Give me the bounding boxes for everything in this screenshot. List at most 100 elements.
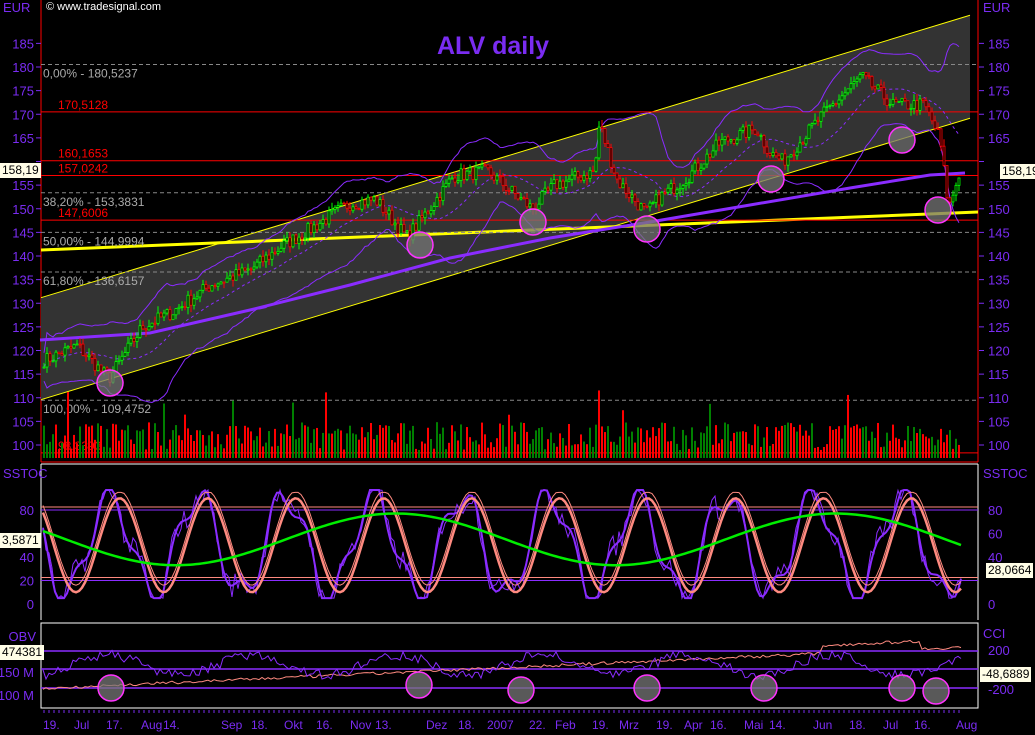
volume-bar bbox=[673, 426, 675, 458]
volume-bar bbox=[550, 432, 552, 458]
volume-bar bbox=[364, 437, 366, 458]
candle-body bbox=[75, 343, 79, 346]
candle-body bbox=[180, 305, 184, 308]
candle-body bbox=[522, 197, 526, 200]
candle-body bbox=[165, 309, 169, 314]
volume-bar bbox=[76, 443, 78, 458]
candle-body bbox=[585, 175, 589, 179]
candle-body bbox=[243, 267, 247, 271]
volume-bar bbox=[190, 435, 192, 458]
candle-body bbox=[723, 136, 727, 140]
candle-body bbox=[255, 261, 259, 268]
bollinger-upper bbox=[43, 43, 960, 353]
candle-body bbox=[759, 135, 763, 137]
volume-bar bbox=[844, 425, 846, 458]
price-tick-left: 120 bbox=[12, 344, 34, 359]
candle-body bbox=[210, 285, 214, 292]
volume-bar bbox=[805, 430, 807, 458]
x-tick-label: Aug bbox=[956, 718, 977, 732]
candle-body bbox=[282, 240, 286, 249]
candle-body bbox=[957, 177, 961, 186]
price-tick-right: 115 bbox=[988, 367, 1009, 382]
volume-bar bbox=[649, 437, 651, 458]
candle-body bbox=[195, 296, 199, 300]
candle-body bbox=[663, 191, 667, 194]
sstoc-tick-left: 0 bbox=[27, 597, 34, 612]
x-tick-label: 16. bbox=[316, 718, 333, 732]
volume-bar bbox=[388, 425, 390, 458]
candle-body bbox=[357, 208, 361, 211]
volume-bar bbox=[898, 438, 900, 458]
candle-body bbox=[174, 308, 178, 316]
candle-body bbox=[813, 119, 817, 125]
price-tick-right: 170 bbox=[988, 107, 1010, 122]
candle-body bbox=[471, 167, 475, 180]
volume-bar bbox=[541, 427, 543, 458]
volume-bar bbox=[637, 427, 639, 458]
candle-body bbox=[609, 147, 613, 168]
candle-body bbox=[222, 281, 226, 284]
volume-bar bbox=[829, 426, 831, 458]
candle-body bbox=[405, 230, 409, 233]
candle-body bbox=[843, 92, 847, 97]
candle-body bbox=[447, 178, 451, 184]
red-level-label: 160,1653 bbox=[58, 147, 108, 161]
candle-body bbox=[891, 98, 895, 105]
volume-bar bbox=[841, 438, 843, 458]
volume-bar bbox=[889, 440, 891, 458]
candle-body bbox=[933, 120, 937, 129]
volume-bar bbox=[415, 448, 417, 458]
candle-body bbox=[513, 185, 517, 194]
price-tick-right: 105 bbox=[988, 414, 1010, 429]
candle-body bbox=[531, 203, 535, 210]
obv-line bbox=[42, 639, 962, 690]
volume-bar bbox=[799, 424, 801, 458]
candle-body bbox=[861, 72, 865, 76]
candle-body bbox=[66, 345, 70, 349]
candle-body bbox=[591, 169, 595, 172]
volume-bar bbox=[586, 444, 588, 458]
volume-bar bbox=[253, 440, 255, 458]
candle-body bbox=[504, 185, 508, 191]
candle-body bbox=[429, 210, 433, 215]
volume-bar bbox=[535, 430, 537, 458]
sstoc-slow-line-2 bbox=[42, 491, 962, 586]
candle-body bbox=[219, 281, 223, 285]
x-tick-label: Jul bbox=[74, 718, 89, 732]
volume-bar bbox=[736, 431, 738, 458]
candle-body bbox=[588, 169, 592, 179]
volume-bar bbox=[808, 435, 810, 458]
x-tick-label: Okt bbox=[284, 718, 303, 732]
price-tick-left: 175 bbox=[12, 84, 34, 99]
candle-body bbox=[582, 175, 586, 181]
volume-bar bbox=[613, 441, 615, 458]
volume-bar bbox=[733, 432, 735, 458]
price-tick-left: 170 bbox=[12, 107, 34, 122]
price-tick-right: 155 bbox=[988, 178, 1010, 193]
candle-body bbox=[294, 234, 298, 245]
candle-body bbox=[261, 255, 265, 263]
volume-bar bbox=[127, 425, 129, 458]
volume-bar bbox=[52, 434, 54, 458]
candle-body bbox=[903, 97, 907, 102]
volume-bar bbox=[532, 439, 534, 458]
candle-body bbox=[834, 103, 838, 106]
candle-body bbox=[606, 143, 610, 148]
highlight-circle bbox=[757, 165, 785, 193]
candle-body bbox=[423, 211, 427, 219]
candle-body bbox=[645, 205, 649, 208]
price-axis-unit-left: EUR bbox=[3, 0, 30, 15]
volume-bar bbox=[181, 440, 183, 458]
volume-bar bbox=[322, 432, 324, 458]
volume-bar bbox=[724, 422, 726, 458]
candle-body bbox=[792, 154, 796, 157]
volume-bar bbox=[265, 442, 267, 458]
volume-bar bbox=[403, 423, 405, 458]
volume-bar bbox=[163, 403, 165, 458]
volume-bar bbox=[478, 444, 480, 458]
candle-body bbox=[690, 170, 694, 183]
volume-bar bbox=[910, 441, 912, 458]
candle-body bbox=[936, 128, 940, 130]
candle-body bbox=[315, 224, 319, 231]
volume-bar bbox=[574, 444, 576, 458]
